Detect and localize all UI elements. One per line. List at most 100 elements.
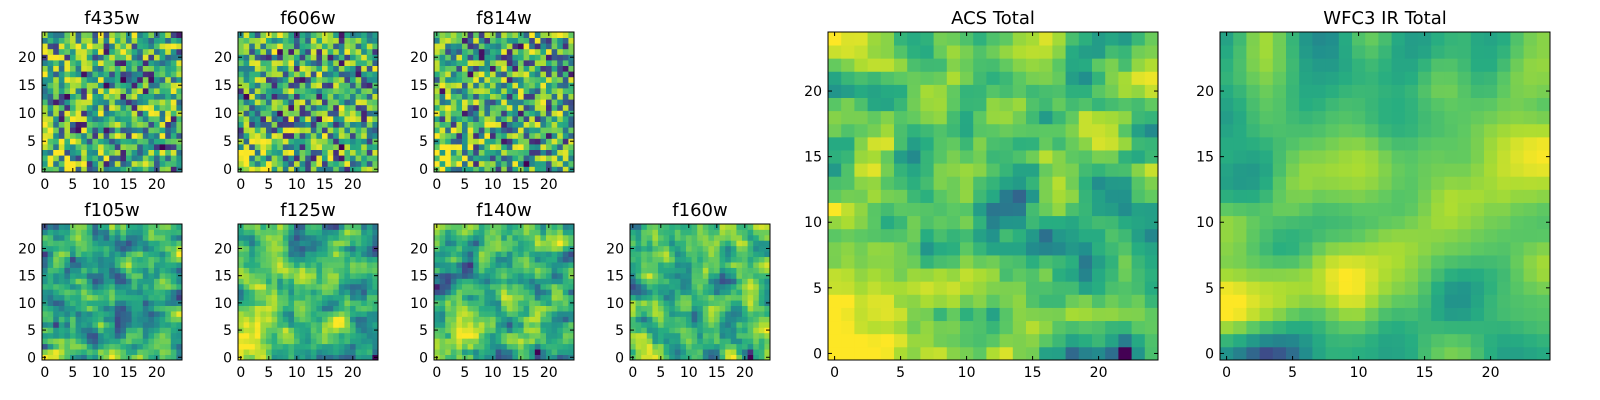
heatmap-cell-f606w [355,132,362,139]
heatmap-cell-acs-total [1118,228,1132,243]
heatmap-cell-f435w [53,99,60,106]
heatmap-cell-f125w [355,234,362,241]
heatmap-cell-acs-total [907,320,921,335]
heatmap-cell-f435w [154,104,160,111]
heatmap-cell-f125w [366,262,373,268]
heatmap-cell-f140w [450,321,457,328]
heatmap-cell-f140w [534,267,541,274]
heatmap-cell-f125w [254,245,261,252]
heatmap-cell-f606w [271,149,278,156]
heatmap-cell-f125w [333,354,340,361]
heatmap-cell-f160w [725,262,732,268]
heatmap-cell-f105w [86,294,93,301]
heatmap-cell-f814w [473,144,480,150]
heatmap-cell-f125w [294,349,300,355]
heatmap-cell-f160w [736,224,743,230]
heatmap-cell-f105w [58,327,65,334]
heatmap-cell-f814w [473,104,480,111]
heatmap-cell-f606w [243,60,250,66]
heatmap-cell-f125w [305,289,312,296]
heatmap-cell-f125w [372,305,379,312]
heatmap-cell-f160w [635,256,642,263]
heatmap-cell-f160w [725,272,732,279]
heatmap-cell-f435w [154,155,160,162]
heatmap-cell-f814w [540,116,547,122]
heatmap-cell-f435w [92,127,99,134]
heatmap-cell-f125w [316,338,323,345]
heatmap-cell-f160w [635,229,642,236]
heatmap-cell-f606w [277,43,284,50]
heatmap-cell-f435w [142,76,149,83]
heatmap-cell-f140w [484,229,491,236]
heatmap-cell-f435w [42,132,48,139]
heatmap-cell-f814w [445,37,452,44]
heatmap-cell-f125w [333,283,340,290]
heatmap-cell-f160w [691,354,698,361]
heatmap-cell-f140w [484,224,491,230]
heatmap-cell-f814w [551,88,558,94]
heatmap-cell-f814w [478,32,485,38]
heatmap-cell-f125w [288,343,295,350]
heatmap-cell-acs-total [1052,228,1066,243]
heatmap-cell-f105w [58,349,65,355]
heatmap-cell-f125w [282,311,289,317]
heatmap-cell-f140w [557,305,564,312]
heatmap-cell-f140w [484,289,491,296]
heatmap-cell-f435w [75,116,82,122]
heatmap-cell-f814w [439,37,446,44]
heatmap-cell-f435w [176,43,183,50]
heatmap-cell-f125w [322,267,328,274]
heatmap-cell-acs-total [1131,281,1146,295]
panel-frame-f606w [237,31,379,173]
heatmap-cell-f105w [81,354,88,361]
heatmap-cell-f105w [75,251,82,258]
heatmap-cell-f606w [327,127,334,134]
heatmap-cell-f160w [686,272,692,279]
heatmap-cell-f814w [473,65,480,72]
heatmap-cell-f125w [338,300,345,306]
heatmap-cell-f160w [697,272,704,279]
heatmap-cell-f140w [456,224,463,230]
heatmap-cell-f140w [473,305,480,312]
heatmap-cell-f125w [355,305,362,312]
heatmap-cell-acs-total [1039,294,1053,308]
heatmap-cell-acs-total [854,150,868,164]
heatmap-cell-f606w [299,127,306,134]
heatmap-cell-f606w [372,99,379,106]
heatmap-cell-f606w [299,82,306,89]
heatmap-cell-f814w [512,116,519,122]
heatmap-cell-f160w [674,300,681,306]
heatmap-cell-f140w [568,343,575,350]
heatmap-cell-f125w [299,251,306,258]
heatmap-cell-f125w [333,267,340,274]
heatmap-cell-f606w [366,32,373,38]
heatmap-cell-f140w [439,278,446,285]
heatmap-cell-f140w [450,229,457,236]
heatmap-cell-f140w [467,321,474,328]
heatmap-cell-f140w [501,289,508,296]
heatmap-cell-f105w [148,316,155,323]
heatmap-cell-f105w [142,294,149,301]
heatmap-cell-f435w [81,121,88,128]
heatmap-cell-f814w [478,99,485,106]
heatmap-cell-acs-total [973,163,987,177]
heatmap-cell-f435w [131,65,138,72]
heatmap-cell-f606w [361,155,368,162]
heatmap-cell-f814w [529,160,536,167]
heatmap-cell-f105w [165,343,172,350]
heatmap-cell-f105w [176,305,183,312]
heatmap-cell-f160w [747,251,754,258]
heatmap-cell-acs-total [841,268,855,282]
heatmap-cell-f606w [327,54,334,61]
heatmap-cell-acs-total [841,163,855,177]
heatmap-cell-f140w [506,256,513,263]
heatmap-cell-f435w [159,60,166,66]
heatmap-cell-f160w [764,338,771,345]
heatmap-cell-f160w [697,224,704,230]
heatmap-cell-f125w [338,229,345,236]
heatmap-cell-f606w [322,82,328,89]
heatmap-cell-f160w [747,294,754,301]
heatmap-cell-f140w [518,289,524,296]
heatmap-cell-f125w [366,327,373,334]
heatmap-cell-f814w [445,48,452,55]
